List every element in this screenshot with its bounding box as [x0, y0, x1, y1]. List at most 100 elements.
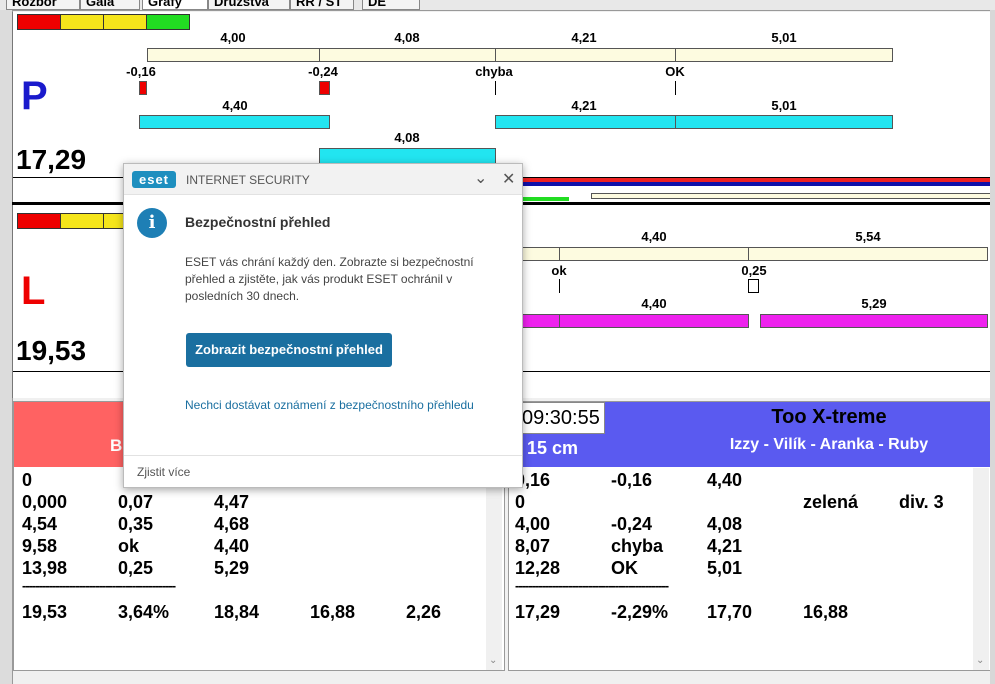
- diff-label: -0,24: [308, 64, 338, 79]
- time-label: 5,29: [861, 296, 887, 311]
- time-label: 4,21: [571, 98, 597, 113]
- distance-label: 15 cm: [527, 438, 579, 458]
- result-cell: 0,25: [118, 558, 154, 578]
- tab-de[interactable]: DE: [362, 0, 420, 10]
- panel-header-right: 09:30:55 15 cm Too X-treme Izzy - Vilík …: [509, 402, 990, 467]
- dialog-title: Bezpečnostní přehled: [185, 214, 331, 230]
- scrollbar-vertical[interactable]: ⌄: [486, 468, 502, 670]
- tab-rr-st[interactable]: RR / ST: [290, 0, 354, 10]
- time-label: 4,21: [571, 30, 597, 45]
- team-name: Too X-treme: [771, 406, 887, 428]
- status-red: [17, 213, 61, 229]
- status-yellow: [60, 213, 104, 229]
- chevron-down-icon[interactable]: ⌄: [976, 655, 985, 666]
- status-yellow: [103, 14, 147, 30]
- status-green: [146, 14, 190, 30]
- track-letter-l: L: [21, 269, 46, 313]
- marker-tick: [675, 81, 676, 95]
- show-overview-button[interactable]: Zobrazit bezpečnostní přehled: [186, 333, 392, 367]
- cyan-bar: [319, 148, 496, 164]
- result-cell: chyba: [611, 536, 664, 556]
- chevron-down-icon[interactable]: ⌄: [489, 655, 498, 666]
- product-name: INTERNET SECURITY: [186, 173, 310, 187]
- total-cell: 3,64%: [118, 602, 170, 622]
- diff-label: 0,25: [741, 263, 767, 278]
- total-cell: 16,88: [803, 602, 849, 622]
- summary-line-red: [523, 178, 991, 182]
- tab-rozbor[interactable]: Rozbor: [6, 0, 80, 10]
- opt-out-link[interactable]: Nechci dostávat oznámení z bezpečnostníh…: [185, 398, 474, 412]
- segment-bar: [559, 247, 749, 261]
- tab-grafy[interactable]: Grafy: [142, 0, 208, 10]
- result-cell: 0: [515, 492, 526, 512]
- result-cell: 0,16: [515, 470, 551, 490]
- segment-bar: [521, 247, 560, 261]
- result-separator: ----------------------------------------…: [22, 578, 176, 593]
- total-cell: 18,84: [214, 602, 260, 622]
- time-label: 4,08: [394, 130, 420, 145]
- total-cell: 19,53: [22, 602, 68, 622]
- tab-gaia[interactable]: Gaia: [80, 0, 140, 10]
- result-cell: 4,08: [707, 514, 743, 534]
- marker-box: [748, 279, 759, 293]
- result-cell: 8,07: [515, 536, 551, 556]
- result-cell: -0,24: [611, 514, 653, 534]
- magenta-bar: [521, 314, 560, 328]
- tab-druzstva[interactable]: Družstva: [208, 0, 290, 10]
- learn-more-link[interactable]: Zjistit více: [137, 465, 191, 479]
- magenta-bar: [760, 314, 988, 328]
- panel-header-text: B: [110, 436, 123, 455]
- total-cell: -2,29%: [611, 602, 669, 622]
- track-letter-p: P: [21, 74, 48, 118]
- close-icon[interactable]: ✕: [502, 169, 516, 188]
- total-cell: 17,70: [707, 602, 753, 622]
- result-cell: 4,68: [214, 514, 250, 534]
- diff-label: OK: [665, 64, 685, 79]
- clock-display: 09:30:55: [509, 402, 605, 434]
- result-panel-right: 09:30:55 15 cm Too X-treme Izzy - Vilík …: [508, 401, 991, 671]
- result-cell: 13,98: [22, 558, 68, 578]
- time-label: 5,54: [855, 229, 881, 244]
- summary-line-blue: [523, 182, 991, 186]
- cyan-bar: [495, 115, 676, 129]
- eset-notification: eset INTERNET SECURITY ⌄ ✕ i Bezpečnostn…: [123, 163, 523, 488]
- time-label: 4,40: [641, 229, 667, 244]
- time-label: 5,01: [771, 98, 797, 113]
- result-cell: ok: [118, 536, 140, 556]
- dialog-body: ESET vás chrání každý den. Zobrazte si b…: [185, 255, 474, 303]
- status-red: [17, 14, 61, 30]
- diff-label: -0,16: [126, 64, 156, 79]
- result-cell: 4,40: [214, 536, 250, 556]
- result-cell: 0: [22, 470, 33, 490]
- result-cell: zelená: [803, 492, 859, 512]
- result-cell: 0,000: [22, 492, 68, 512]
- total-cell: 16,88: [310, 602, 356, 622]
- scrollbar-vertical[interactable]: ⌄: [973, 468, 989, 670]
- dialog-footer-divider: [124, 455, 522, 456]
- result-cell: OK: [611, 558, 638, 578]
- eset-logo: eset: [132, 171, 176, 188]
- total-cell: 17,29: [515, 602, 561, 622]
- result-cell: 4,21: [707, 536, 743, 556]
- result-cell: 0,35: [118, 514, 154, 534]
- chevron-down-icon[interactable]: ⌄: [474, 168, 488, 187]
- cyan-bar: [139, 115, 330, 129]
- segment-bar: [748, 247, 988, 261]
- result-cell: 4,40: [707, 470, 743, 490]
- result-cell: 9,58: [22, 536, 58, 556]
- cyan-bar: [675, 115, 893, 129]
- total-cell: 2,26: [406, 602, 442, 622]
- result-cell: 12,28: [515, 558, 561, 578]
- result-cell: 4,54: [22, 514, 58, 534]
- diff-label: chyba: [475, 64, 513, 79]
- result-cell: 4,47: [214, 492, 250, 512]
- result-cell: 5,01: [707, 558, 743, 578]
- track-total-bottom: 19,53: [16, 335, 87, 366]
- time-label: 4,40: [222, 98, 248, 113]
- result-cell: div. 3: [899, 492, 944, 512]
- result-cell: 4,00: [515, 514, 551, 534]
- error-marker: [139, 81, 147, 95]
- result-separator: ----------------------------------------…: [515, 578, 669, 593]
- result-cell: 0,07: [118, 492, 154, 512]
- tab-bar: Rozbor Gaia Grafy Družstva RR / ST DE: [0, 0, 995, 11]
